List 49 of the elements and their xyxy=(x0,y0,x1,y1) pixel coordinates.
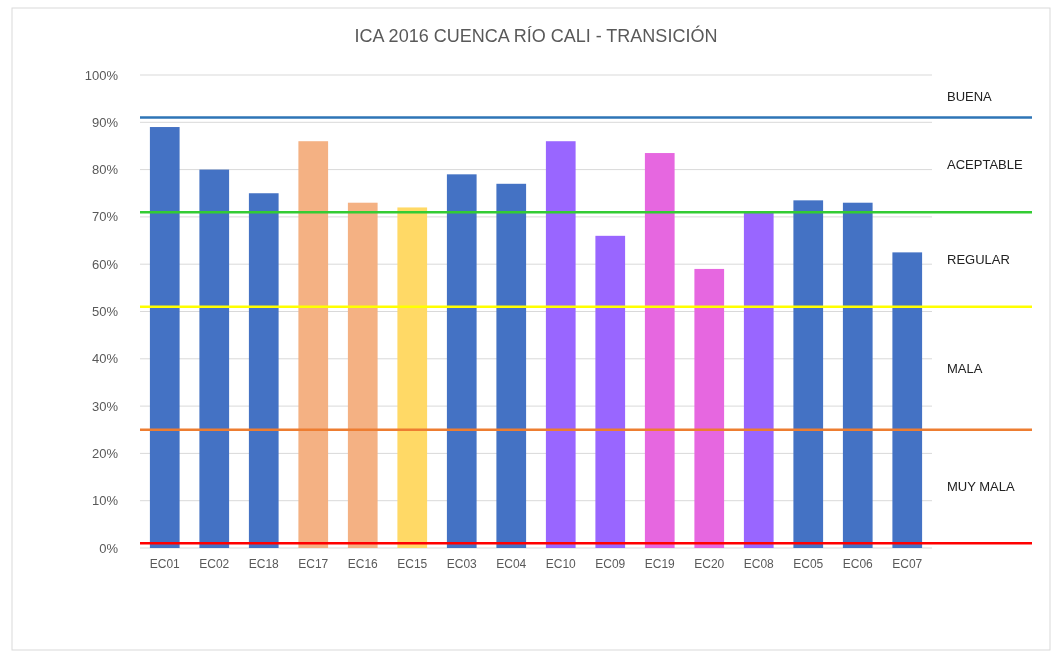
x-tick-label: EC06 xyxy=(842,557,874,571)
bar xyxy=(545,141,576,548)
bar xyxy=(199,169,230,548)
bar xyxy=(347,202,378,548)
bar xyxy=(743,212,774,548)
x-tick-label: EC08 xyxy=(743,557,775,571)
x-tick-label: EC03 xyxy=(446,557,478,571)
text: ACEPTABLE xyxy=(947,157,1023,173)
bar xyxy=(298,141,329,548)
x-tick-label: EC09 xyxy=(595,557,626,571)
x-tick-label: EC07 xyxy=(892,557,923,571)
y-tick-label: 100% xyxy=(84,67,119,83)
x-tick-label: EC04 xyxy=(496,557,527,571)
y-tick-label: 50% xyxy=(91,304,119,320)
y-tick-label: 10% xyxy=(91,493,119,509)
text: MALA xyxy=(947,360,983,376)
bar xyxy=(149,127,180,548)
bar xyxy=(446,174,477,548)
y-tick-label: 0% xyxy=(99,540,119,556)
x-tick-label: EC20 xyxy=(694,557,725,571)
y-tick-label: 60% xyxy=(91,256,119,272)
y-tick-label: 90% xyxy=(91,114,119,130)
x-tick-label: EC02 xyxy=(199,557,230,571)
x-tick-label: EC10 xyxy=(545,557,577,571)
bar xyxy=(248,193,279,548)
chart-title: ICA 2016 CUENCA RÍO CALI - TRANSICIÓN xyxy=(354,25,718,46)
bar xyxy=(892,252,923,548)
bar xyxy=(595,235,626,548)
bar xyxy=(644,153,675,548)
bar xyxy=(842,202,873,548)
bar xyxy=(397,207,428,548)
text: MUY MALA xyxy=(947,479,1015,495)
bar xyxy=(793,200,824,548)
x-tick-label: EC17 xyxy=(298,557,329,571)
bar xyxy=(496,183,527,548)
text: BUENA xyxy=(947,88,993,104)
y-tick-label: 70% xyxy=(91,209,119,225)
y-tick-label: 30% xyxy=(91,398,119,414)
x-tick-label: EC15 xyxy=(397,557,428,571)
x-tick-label: EC18 xyxy=(248,557,280,571)
bar xyxy=(694,268,725,548)
x-tick-label: EC19 xyxy=(644,557,676,571)
y-tick-label: 80% xyxy=(91,162,119,178)
x-tick-label: EC01 xyxy=(149,557,181,571)
y-tick-label: 40% xyxy=(91,351,119,367)
x-tick-label: EC16 xyxy=(347,557,379,571)
x-tick-label: EC05 xyxy=(793,557,824,571)
y-tick-label: 20% xyxy=(91,445,119,461)
text: REGULAR xyxy=(947,252,1010,268)
